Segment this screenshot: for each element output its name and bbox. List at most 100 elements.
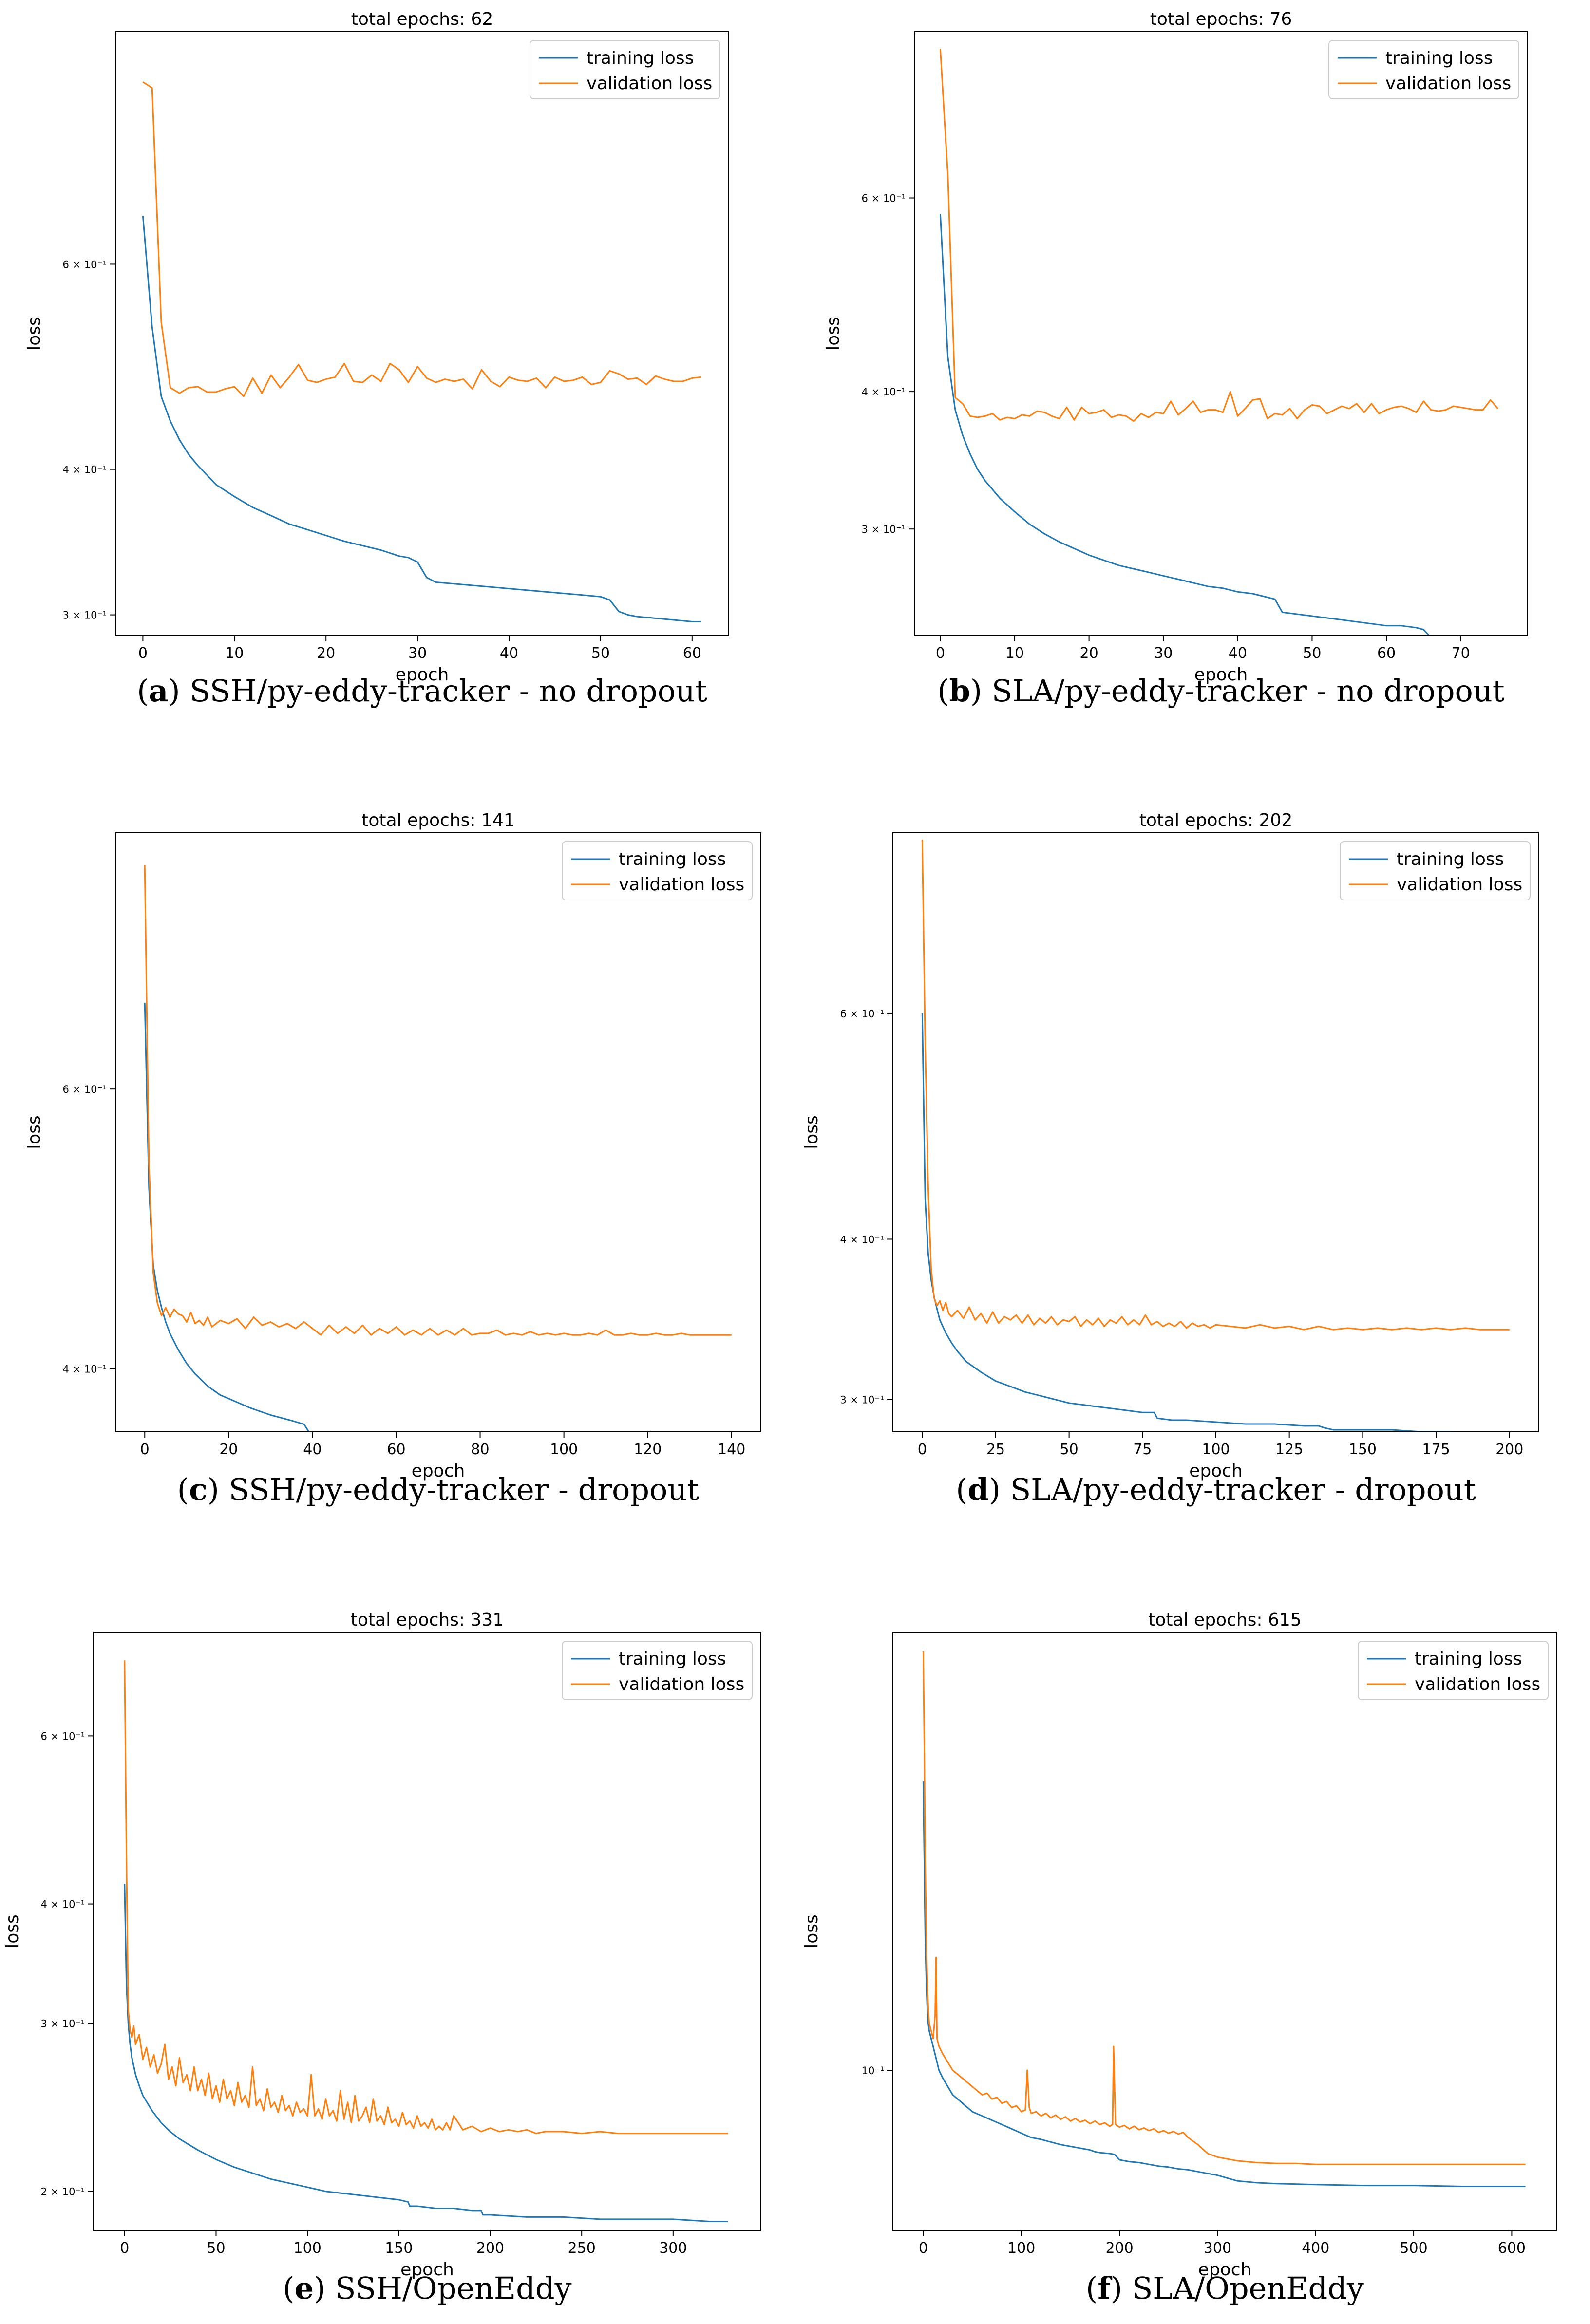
y-tick-label: 6 × 10⁻¹: [840, 1008, 884, 1020]
x-tick-label: 0: [140, 1441, 150, 1458]
legend-validation-label: validation loss: [619, 1674, 744, 1694]
y-tick-label: 3 × 10⁻¹: [62, 610, 107, 621]
validation-loss-line: [144, 865, 732, 1336]
y-axis-label: loss: [802, 1914, 822, 1949]
legend-frame: [562, 841, 753, 900]
x-tick-label: 80: [471, 1441, 489, 1458]
y-tick-label: 3 × 10⁻¹: [861, 524, 906, 535]
chart-panel-d: total epochs: 202 0 25 50 75 100 125 150 175 200 6…: [802, 810, 1539, 1507]
legend-frame: [562, 1641, 753, 1700]
x-tick-label: 125: [1275, 1441, 1303, 1458]
caption-text: SLA/py-eddy-tracker - dropout: [1010, 1472, 1476, 1507]
caption-text: SLA/py-eddy-tracker - no dropout: [992, 673, 1505, 709]
x-tick-label: 50: [1060, 1441, 1079, 1458]
x-tick-label: 10: [225, 645, 244, 662]
training-loss-line: [939, 214, 1430, 636]
subfigure-caption: (b) SLA/py-eddy-tracker - no dropout: [937, 673, 1505, 709]
training-loss-line: [922, 1781, 1526, 2187]
legend-validation-label: validation loss: [1415, 1674, 1540, 1694]
chart-title: total epochs: 331: [351, 1610, 504, 1630]
x-tick-label: 50: [207, 2240, 225, 2257]
x-tick-label: 50: [1303, 645, 1321, 662]
x-axis-label: epoch: [400, 2260, 454, 2280]
x-tick-label: 40: [500, 645, 518, 662]
x-tick-label: 10: [1005, 645, 1024, 662]
x-tick-label: 30: [1154, 645, 1173, 662]
axes-frame: [892, 832, 1539, 1432]
legend-training-label: training loss: [1415, 1649, 1522, 1669]
y-tick-label: 4 × 10⁻¹: [861, 386, 906, 398]
x-tick-label: 100: [1202, 1441, 1230, 1458]
caption-text: SSH/py-eddy-tracker - dropout: [229, 1472, 700, 1507]
x-tick-label: 20: [317, 645, 335, 662]
y-tick-label: 6 × 10⁻¹: [861, 193, 906, 205]
legend-validation-label: validation loss: [587, 74, 712, 94]
chart-panel-a: total epochs: 62 0 10 20 30 40 50 60 6 × 10⁻¹ 4 ×…: [24, 9, 729, 709]
legend: training loss validation loss: [530, 40, 720, 99]
x-tick-label: 300: [659, 2240, 687, 2257]
axes-frame: [93, 1632, 761, 2231]
subfigure-caption: (e) SSH/OpenEddy: [283, 2270, 571, 2306]
legend-validation-label: validation loss: [1385, 74, 1511, 94]
legend-frame: [1340, 841, 1531, 900]
chart-panel-b: total epochs: 76 0 10 20 30 40 50 60 70 6 × 10⁻¹ 4…: [823, 9, 1528, 709]
y-tick-label: 4 × 10⁻¹: [40, 1899, 85, 1911]
training-loss-line: [142, 216, 701, 622]
x-tick-label: 50: [591, 645, 610, 662]
subfigure-caption: (a) SSH/py-eddy-tracker - no dropout: [137, 673, 707, 709]
x-tick-label: 40: [303, 1441, 322, 1458]
x-axis-label: epoch: [396, 665, 449, 685]
chart-title: total epochs: 76: [1150, 9, 1292, 29]
chart-title: total epochs: 141: [361, 810, 514, 830]
axes-frame: [115, 832, 761, 1432]
x-tick-label: 600: [1498, 2240, 1526, 2257]
caption-letter: c: [189, 1472, 208, 1507]
y-tick-label: 6 × 10⁻¹: [62, 1084, 107, 1095]
y-tick-label: 4 × 10⁻¹: [62, 1363, 107, 1375]
y-axis-label: loss: [2, 1914, 22, 1949]
validation-loss-line: [939, 49, 1499, 422]
legend-frame: [1358, 1641, 1549, 1700]
caption-letter: b: [949, 673, 970, 709]
y-tick-label: 2 × 10⁻¹: [40, 2186, 85, 2198]
y-tick-label: 4 × 10⁻¹: [840, 1234, 884, 1245]
legend-training-label: training loss: [1397, 849, 1504, 869]
x-tick-label: 0: [936, 645, 945, 662]
x-tick-label: 200: [476, 2240, 504, 2257]
x-tick-label: 175: [1422, 1441, 1450, 1458]
legend-training-label: training loss: [587, 48, 694, 68]
chart-panel-e: total epochs: 331 0 50 100 150 200 250 300 6 × 1…: [2, 1610, 761, 2306]
y-tick-label: 3 × 10⁻¹: [840, 1394, 884, 1406]
chart-title: total epochs: 615: [1148, 1610, 1301, 1630]
y-tick-label: 4 × 10⁻¹: [62, 464, 107, 476]
x-tick-label: 400: [1302, 2240, 1329, 2257]
x-tick-label: 25: [986, 1441, 1005, 1458]
caption-text: SLA/OpenEddy: [1132, 2270, 1364, 2306]
y-tick-label: 6 × 10⁻¹: [62, 259, 107, 270]
legend-frame: [1328, 40, 1519, 99]
x-tick-label: 40: [1229, 645, 1247, 662]
validation-loss-line: [922, 1651, 1526, 2165]
x-tick-label: 200: [1105, 2240, 1133, 2257]
x-tick-label: 300: [1204, 2240, 1231, 2257]
x-tick-label: 0: [918, 1441, 927, 1458]
x-tick-label: 140: [718, 1441, 745, 1458]
legend: training loss validation loss: [562, 1641, 753, 1700]
x-tick-label: 30: [408, 645, 427, 662]
x-axis-label: epoch: [412, 1461, 465, 1481]
legend-frame: [530, 40, 720, 99]
y-axis-label: loss: [24, 1115, 44, 1149]
legend-validation-label: validation loss: [619, 875, 744, 895]
legend-training-label: training loss: [619, 1649, 726, 1669]
legend: training loss validation loss: [562, 841, 753, 900]
x-tick-label: 200: [1495, 1441, 1523, 1458]
validation-loss-line: [921, 839, 1510, 1331]
x-tick-label: 500: [1400, 2240, 1427, 2257]
y-tick-label: 3 × 10⁻¹: [40, 2018, 85, 2030]
legend-validation-label: validation loss: [1397, 875, 1522, 895]
caption-text: SSH/OpenEddy: [335, 2270, 572, 2306]
training-loss-line: [124, 1883, 728, 2222]
y-axis-label: loss: [823, 317, 843, 351]
legend-training-label: training loss: [1385, 48, 1493, 68]
